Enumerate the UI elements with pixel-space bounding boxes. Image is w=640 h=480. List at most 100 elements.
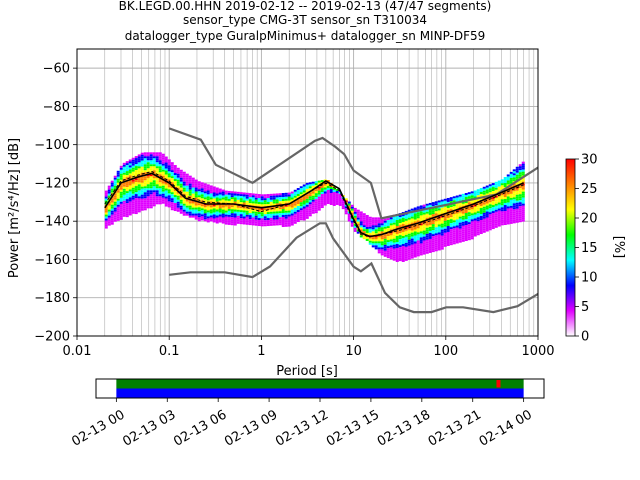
psd-cell — [146, 168, 150, 171]
psd-cell — [209, 185, 213, 188]
psd-cell — [152, 196, 156, 199]
psd-cell — [401, 229, 405, 232]
psd-cell — [500, 201, 504, 204]
psd-cell — [443, 218, 447, 221]
psd-cell — [152, 172, 156, 175]
psd-cell — [416, 230, 420, 233]
psd-cell — [440, 247, 444, 250]
psd-cell — [497, 186, 501, 189]
psd-cell — [191, 211, 195, 214]
psd-cell — [125, 203, 129, 206]
psd-cell — [110, 198, 114, 201]
psd-cell — [317, 188, 321, 191]
psd-cell — [458, 204, 462, 207]
colorbar-tick-label: 25 — [581, 182, 598, 197]
psd-cell — [230, 201, 234, 204]
psd-cell — [293, 221, 297, 224]
psd-cell — [197, 209, 201, 212]
psd-cell — [410, 254, 414, 257]
psd-cell — [146, 196, 150, 199]
psd-cell — [284, 196, 288, 199]
psd-cell — [428, 242, 432, 245]
psd-cell — [365, 224, 369, 227]
psd-cell — [434, 211, 438, 214]
psd-cell — [110, 186, 114, 189]
psd-cell — [197, 213, 201, 216]
psd-cell — [395, 237, 399, 240]
colorbar-gradient — [565, 158, 576, 337]
psd-cell — [296, 190, 300, 193]
psd-cell — [263, 216, 267, 219]
psd-cell — [254, 215, 258, 218]
psd-cell — [470, 221, 474, 224]
psd-cell — [392, 218, 396, 221]
psd-cell — [395, 245, 399, 248]
psd-cell — [293, 209, 297, 212]
psd-cell — [176, 193, 180, 196]
psd-cell — [188, 183, 192, 186]
psd-cell — [323, 197, 327, 200]
psd-cell — [479, 188, 483, 191]
psd-cell — [290, 195, 294, 198]
psd-cell — [515, 208, 519, 211]
psd-cell — [461, 223, 465, 226]
psd-cell — [464, 237, 468, 240]
psd-cell — [395, 219, 399, 222]
psd-cell — [248, 195, 252, 198]
psd-cell — [257, 204, 261, 207]
psd-cell — [383, 254, 387, 257]
psd-cell — [287, 196, 291, 199]
psd-cell — [149, 180, 153, 183]
psd-cell — [365, 238, 369, 241]
psd-cell — [518, 174, 522, 177]
psd-cell — [437, 210, 441, 213]
psd-cell — [515, 210, 519, 213]
psd-cell — [182, 183, 186, 186]
psd-cell — [371, 241, 375, 244]
psd-cell — [476, 219, 480, 222]
psd-cell — [140, 182, 144, 185]
psd-cell — [404, 250, 408, 253]
psd-cell — [221, 197, 225, 200]
psd-cell — [497, 180, 501, 183]
psd-cell — [194, 183, 198, 186]
psd-cell — [506, 202, 510, 205]
psd-cell — [395, 249, 399, 252]
psd-cell — [194, 189, 198, 192]
psd-cell — [470, 227, 474, 230]
psd-cell — [242, 212, 246, 215]
colorbar-label: [%] — [611, 236, 626, 259]
psd-cell — [266, 212, 270, 215]
psd-cell — [422, 224, 426, 227]
psd-cell — [200, 188, 204, 191]
psd-cell — [392, 250, 396, 253]
psd-cell — [194, 179, 198, 182]
psd-cell — [263, 220, 267, 223]
psd-cell — [236, 215, 240, 218]
psd-cell — [167, 189, 171, 192]
psd-cell — [260, 202, 264, 205]
psd-cell — [428, 218, 432, 221]
psd-cell — [449, 233, 453, 236]
psd-cell — [203, 215, 207, 218]
psd-cell — [470, 193, 474, 196]
psd-cell — [173, 197, 177, 200]
psd-cell — [494, 203, 498, 206]
psd-cell — [164, 186, 168, 189]
psd-cell — [449, 235, 453, 238]
psd-cell — [494, 219, 498, 222]
psd-cell — [197, 185, 201, 188]
psd-cell — [170, 186, 174, 189]
psd-cell — [458, 234, 462, 237]
psd-cell — [293, 217, 297, 220]
psd-cell — [131, 207, 135, 210]
psd-cell — [485, 223, 489, 226]
psd-cell — [146, 160, 150, 163]
psd-cell — [176, 195, 180, 198]
psd-cell — [305, 184, 309, 187]
psd-cell — [140, 208, 144, 211]
psd-cell — [302, 204, 306, 207]
psd-cell — [119, 211, 123, 214]
psd-cell — [428, 204, 432, 207]
